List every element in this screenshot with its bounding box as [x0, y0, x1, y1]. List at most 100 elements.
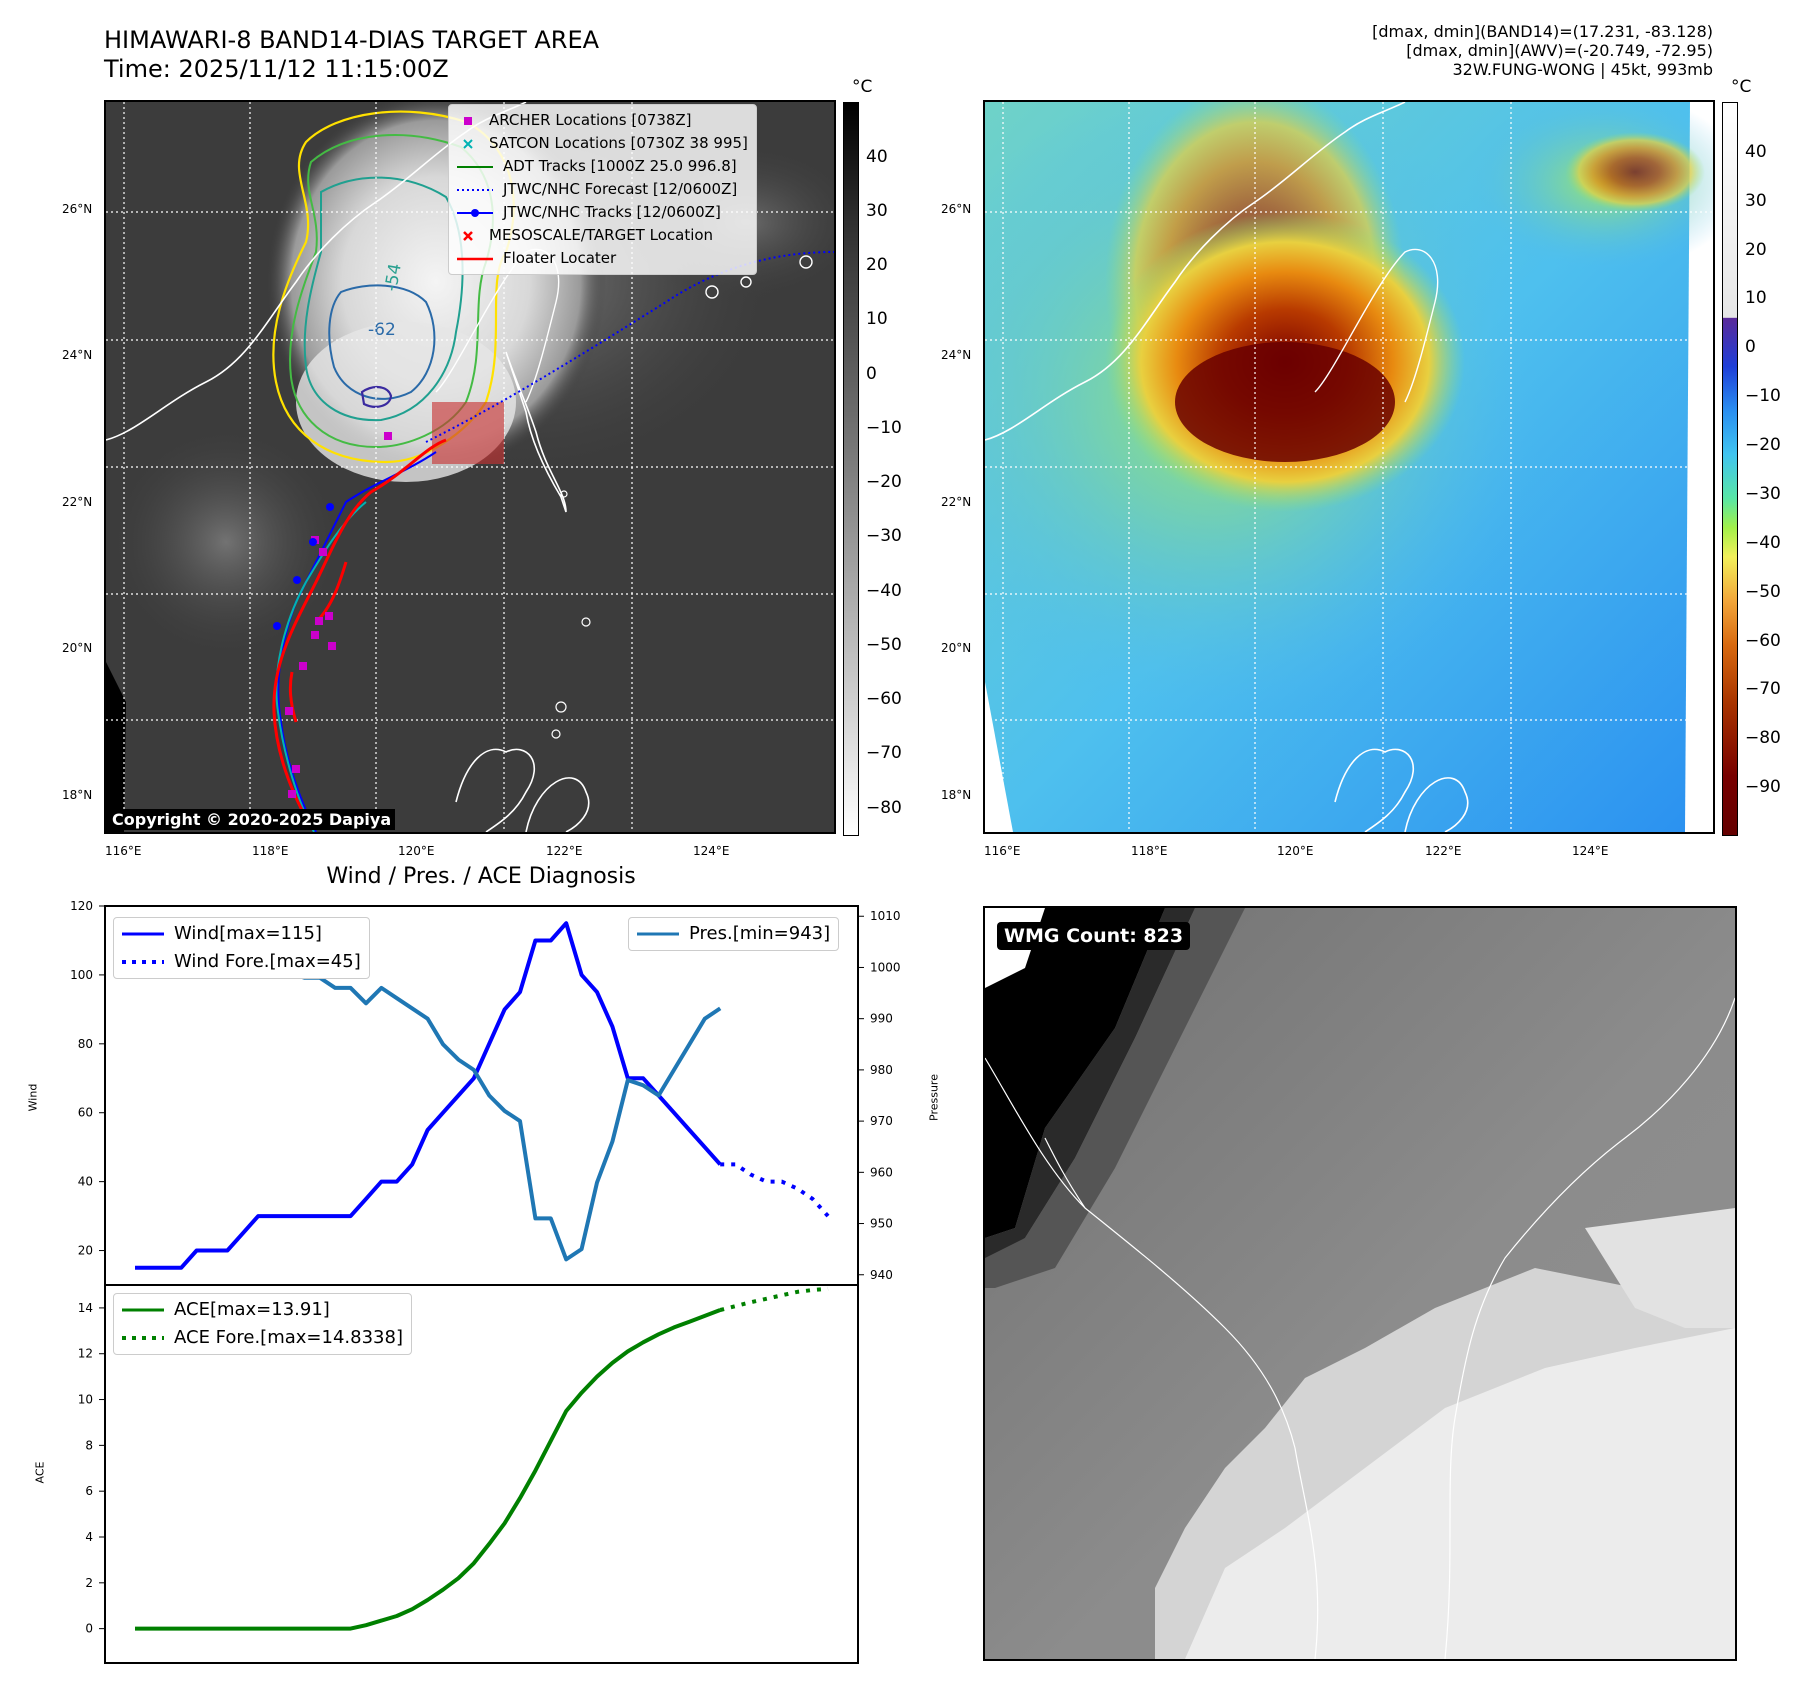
line-marker-icon: [637, 932, 679, 936]
wv-map-panel: [983, 100, 1715, 834]
square-marker-icon: [464, 116, 472, 125]
ir-cb-tick: −40: [866, 581, 902, 601]
y-tick-label: 10: [78, 1393, 93, 1407]
y-tick-label: 80: [78, 1037, 93, 1051]
legend-jtwc-forecast: JTWC/NHC Forecast [12/0600Z]: [457, 178, 748, 201]
page-title: HIMAWARI-8 BAND14-DIAS TARGET AREA: [104, 26, 600, 54]
wv-lon-tick: 122°E: [1425, 844, 1462, 858]
contour-label-54: -54: [381, 262, 406, 293]
dotted-line-icon: [122, 1336, 164, 1340]
y2-tick-label: 990: [870, 1012, 893, 1026]
y2-tick-label: 980: [870, 1063, 893, 1077]
y2-tick-label: 970: [870, 1114, 893, 1128]
y-tick-label: 100: [70, 968, 93, 982]
y2-tick-label: 950: [870, 1217, 893, 1231]
line-dot-marker-icon: [457, 208, 493, 217]
wmg-panel: WMG Count: 823: [983, 906, 1737, 1661]
y-tick-label: 2: [85, 1576, 93, 1590]
ir-lat-tick: 22°N: [62, 495, 93, 509]
y-tick-label: 120: [70, 900, 93, 913]
y2-tick-label: 960: [870, 1165, 893, 1179]
wv-cb-tick: −40: [1745, 533, 1781, 553]
legend-satcon: SATCON Locations [0730Z 38 995]: [457, 132, 748, 155]
wv-lat-tick: 22°N: [941, 495, 972, 509]
ir-cb-tick: −50: [866, 635, 902, 655]
wv-lon-tick: 116°E: [984, 844, 1021, 858]
ir-lat-tick: 24°N: [62, 348, 93, 362]
legend-floater: Floater Locater: [457, 247, 748, 270]
y2-tick-label: 1000: [870, 960, 901, 974]
map-legend: ARCHER Locations [0738Z] SATCON Location…: [448, 104, 757, 275]
wv-colorbar: [1722, 102, 1738, 836]
pressure-legend: Pres.[min=943]: [628, 917, 840, 951]
ir-map-panel: -54 -62: [104, 100, 836, 834]
ir-cb-tick: −70: [866, 743, 902, 763]
legend-archer: ARCHER Locations [0738Z]: [457, 109, 748, 132]
ir-colorbar-ticks: 40 30 20 10 0 −10 −20 −30 −40 −50 −60 −7…: [866, 102, 906, 834]
legend-adt: ADT Tracks [1000Z 25.0 996.8]: [457, 155, 748, 178]
wv-lat-tick: 18°N: [941, 788, 972, 802]
legend-wind-forecast: Wind Fore.[max=45]: [122, 948, 361, 976]
dotted-line-icon: [122, 960, 164, 964]
ace-legend: ACE[max=13.91] ACE Fore.[max=14.8338]: [113, 1293, 412, 1355]
wv-colorbar-unit: °C: [1731, 77, 1752, 97]
ir-colorbar: [843, 102, 859, 836]
wv-cb-tick: −30: [1745, 484, 1781, 504]
ir-lon-tick: 120°E: [398, 844, 435, 858]
wv-colorbar-ticks: 40 30 20 10 0 −10 −20 −30 −40 −50 −60 −7…: [1745, 102, 1795, 834]
y-tick-label: 0: [85, 1622, 93, 1636]
ir-lat-tick: 18°N: [62, 788, 93, 802]
legend-ace: ACE[max=13.91]: [122, 1296, 403, 1324]
ir-cb-tick: 0: [866, 364, 877, 384]
wv-lon-tick: 118°E: [1131, 844, 1168, 858]
ace-axis-label: ACE: [33, 1461, 47, 1484]
y2-tick-label: 940: [870, 1268, 893, 1282]
page-time: Time: 2025/11/12 11:15:00Z: [104, 55, 449, 83]
y-tick-label: 12: [78, 1347, 93, 1361]
contour-label-62: -62: [368, 320, 396, 340]
wv-cb-tick: 0: [1745, 337, 1756, 357]
wv-cb-tick: −50: [1745, 582, 1781, 602]
wv-lon-tick: 120°E: [1277, 844, 1314, 858]
y-tick-label: 6: [85, 1484, 93, 1498]
ir-cb-tick: −10: [866, 418, 902, 438]
ir-lon-tick: 122°E: [546, 844, 583, 858]
wv-cb-tick: −60: [1745, 631, 1781, 651]
info-band14: [dmax, dmin](BAND14)=(17.231, -83.128): [1372, 22, 1713, 41]
ace-series-line-0: [135, 1308, 721, 1631]
series-line-0: [135, 921, 722, 1270]
wv-cb-tick: −20: [1745, 435, 1781, 455]
legend-ace-forecast: ACE Fore.[max=14.8338]: [122, 1324, 403, 1352]
wv-lon-tick: 124°E: [1572, 844, 1609, 858]
dotted-line-icon: [457, 188, 493, 191]
y-tick-label: 8: [85, 1438, 93, 1452]
wind-legend: Wind[max=115] Wind Fore.[max=45]: [113, 917, 370, 979]
ir-lat-tick: 20°N: [62, 641, 93, 655]
ir-cb-tick: 30: [866, 201, 888, 221]
line-marker-icon: [457, 257, 493, 260]
wv-lat-tick: 24°N: [941, 348, 972, 362]
info-storm: 32W.FUNG-WONG | 45kt, 993mb: [1452, 60, 1713, 79]
x-marker-icon: [463, 138, 473, 149]
wv-cb-tick: 30: [1745, 191, 1767, 211]
y-tick-label: 14: [78, 1301, 93, 1315]
ir-colorbar-unit: °C: [852, 77, 873, 97]
pressure-axis-label: Pressure: [927, 1074, 941, 1121]
legend-pressure: Pres.[min=943]: [637, 920, 830, 948]
line-marker-icon: [122, 1308, 164, 1312]
legend-wind: Wind[max=115]: [122, 920, 361, 948]
ir-cb-tick: −60: [866, 689, 902, 709]
wv-cb-tick: −80: [1745, 728, 1781, 748]
wv-cb-tick: −90: [1745, 777, 1781, 797]
wmg-count-badge: WMG Count: 823: [997, 922, 1191, 950]
y-tick-label: 60: [78, 1106, 93, 1120]
wv-cb-tick: −70: [1745, 679, 1781, 699]
line-marker-icon: [457, 165, 493, 168]
legend-jtwc-tracks: JTWC/NHC Tracks [12/0600Z]: [457, 201, 748, 224]
wv-map-image: [985, 102, 1713, 832]
ir-lon-tick: 116°E: [105, 844, 142, 858]
wv-cb-tick: 40: [1745, 142, 1767, 162]
y-tick-label: 4: [85, 1530, 93, 1544]
y2-tick-label: 1010: [870, 909, 901, 923]
plot-frame: [104, 1284, 859, 1664]
